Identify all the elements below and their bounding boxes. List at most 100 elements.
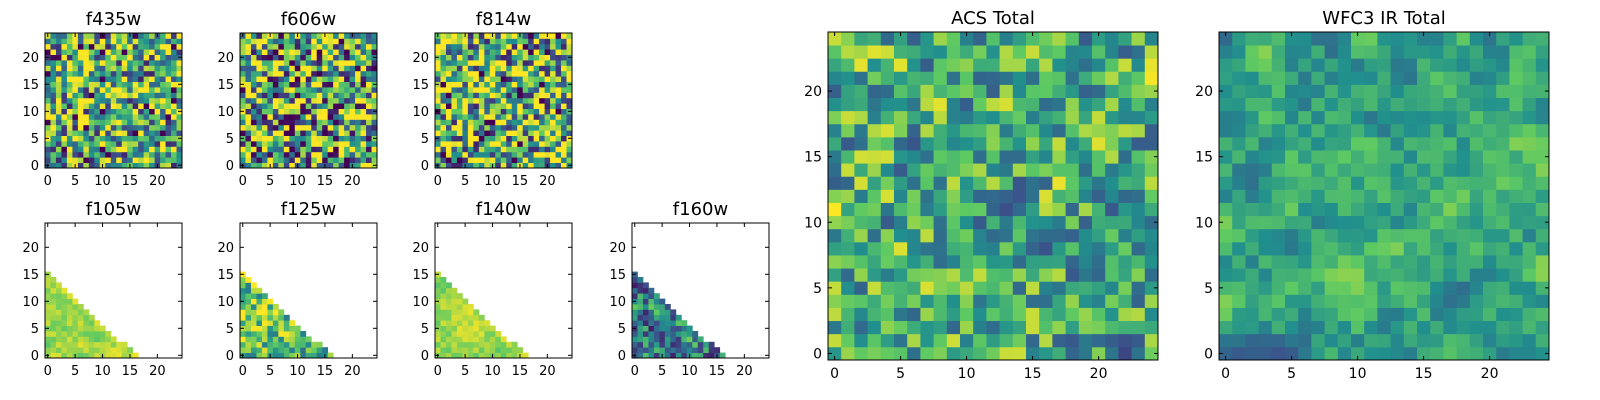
heatmap-cell: [1298, 268, 1312, 282]
heatmap-cell: [500, 92, 507, 99]
heatmap-cell: [311, 76, 318, 82]
heatmap-cell: [1311, 215, 1325, 230]
heatmap-cell: [1377, 123, 1391, 138]
heatmap-cell: [250, 97, 257, 104]
heatmap-cell: [539, 162, 545, 169]
heatmap-cell: [250, 287, 257, 294]
heatmap-cell: [1522, 84, 1537, 98]
heatmap-cell: [1245, 228, 1259, 243]
heatmap-cell: [828, 97, 842, 112]
heatmap-cell: [544, 151, 551, 158]
heatmap-cell: [165, 70, 172, 77]
heatmap-cell: [533, 76, 540, 82]
heatmap-cell: [561, 141, 567, 147]
heatmap-cell: [1144, 333, 1159, 348]
heatmap-cell: [165, 54, 172, 61]
heatmap-cell: [1298, 163, 1312, 177]
heatmap-cell: [338, 60, 345, 66]
heatmap-cell: [907, 307, 921, 322]
heatmap-cell: [544, 81, 551, 88]
heatmap-cell: [435, 92, 441, 99]
heatmap-cell: [366, 114, 372, 120]
heatmap-cell: [366, 33, 372, 39]
heatmap-cell: [1144, 150, 1159, 164]
heatmap-cell: [473, 141, 480, 147]
heatmap-cell: [278, 97, 285, 104]
heatmap-cell: [1039, 307, 1053, 322]
heatmap-cell: [154, 124, 161, 131]
heatmap-cell: [294, 336, 301, 343]
heatmap-cell: [894, 241, 908, 256]
heatmap-cell: [500, 97, 507, 104]
heatmap-cell: [1456, 189, 1471, 203]
heatmap-cell: [1052, 136, 1066, 151]
heatmap-cell: [50, 33, 57, 39]
heatmap-cell: [539, 124, 545, 131]
heatmap-cell: [445, 33, 452, 39]
heatmap-cell: [143, 141, 150, 147]
heatmap-cell: [278, 38, 285, 45]
heatmap-cell: [55, 114, 62, 120]
heatmap-cell: [854, 320, 868, 335]
heatmap-cell: [1351, 320, 1365, 335]
heatmap-cell: [1039, 320, 1053, 335]
heatmap-cell: [1390, 320, 1405, 335]
heatmap-cell: [533, 135, 540, 142]
heatmap-cell: [55, 341, 62, 348]
heatmap-cell: [1065, 71, 1080, 85]
heatmap-cell: [894, 346, 908, 361]
heatmap-cell: [45, 119, 51, 126]
heatmap-cell: [127, 70, 134, 77]
heatmap-cell: [511, 151, 518, 158]
heatmap-cell: [88, 103, 95, 109]
heatmap-cell: [1039, 215, 1053, 230]
heatmap-cell: [1078, 255, 1093, 269]
heatmap-cell: [999, 136, 1014, 151]
heatmap-cell: [55, 352, 62, 359]
heatmap-cell: [659, 298, 666, 305]
heatmap-cell: [143, 49, 150, 55]
heatmap-cell: [360, 81, 367, 88]
heatmap-cell: [1298, 136, 1312, 151]
heatmap-cell: [960, 294, 974, 308]
heatmap-cell: [1078, 202, 1093, 217]
heatmap-cell: [240, 336, 246, 343]
heatmap-cell: [77, 92, 84, 99]
heatmap-cell: [445, 146, 452, 153]
heatmap-cell: [511, 341, 518, 348]
heatmap-cell: [1364, 320, 1378, 335]
heatmap-cell: [278, 60, 285, 66]
heatmap-cell: [1311, 333, 1325, 348]
heatmap-cell: [854, 215, 868, 230]
heatmap-cell: [50, 277, 57, 283]
heatmap-cell: [50, 108, 57, 115]
heatmap-cell: [360, 141, 367, 147]
heatmap-cell: [456, 38, 463, 45]
heatmap-cell: [517, 60, 524, 66]
heatmap-cell: [127, 103, 134, 109]
heatmap-cell: [495, 331, 502, 337]
heatmap-cell: [77, 304, 84, 310]
heatmap-cell: [907, 176, 921, 190]
heatmap-cell: [1496, 320, 1510, 335]
heatmap-cell: [1390, 333, 1405, 348]
heatmap-cell: [1271, 123, 1286, 138]
heatmap-cell: [555, 33, 562, 39]
heatmap-cell: [473, 38, 480, 45]
y-tick-label: 10: [609, 295, 626, 310]
heatmap-cell: [250, 43, 257, 50]
heatmap-cell: [355, 124, 361, 131]
heatmap-cell: [316, 103, 323, 109]
heatmap-cell: [1026, 45, 1040, 59]
heatmap-cell: [94, 103, 101, 109]
heatmap-cell: [854, 150, 868, 164]
heatmap-cell: [1039, 268, 1053, 282]
heatmap-cells: [1219, 32, 1550, 361]
heatmap-cell: [1092, 176, 1106, 190]
heatmap-cell: [1245, 123, 1259, 138]
heatmap-cell: [451, 114, 458, 120]
heatmap-cell: [648, 331, 655, 337]
heatmap-cell: [555, 38, 562, 45]
heatmap-cell: [143, 65, 150, 72]
heatmap-cell: [1118, 268, 1132, 282]
